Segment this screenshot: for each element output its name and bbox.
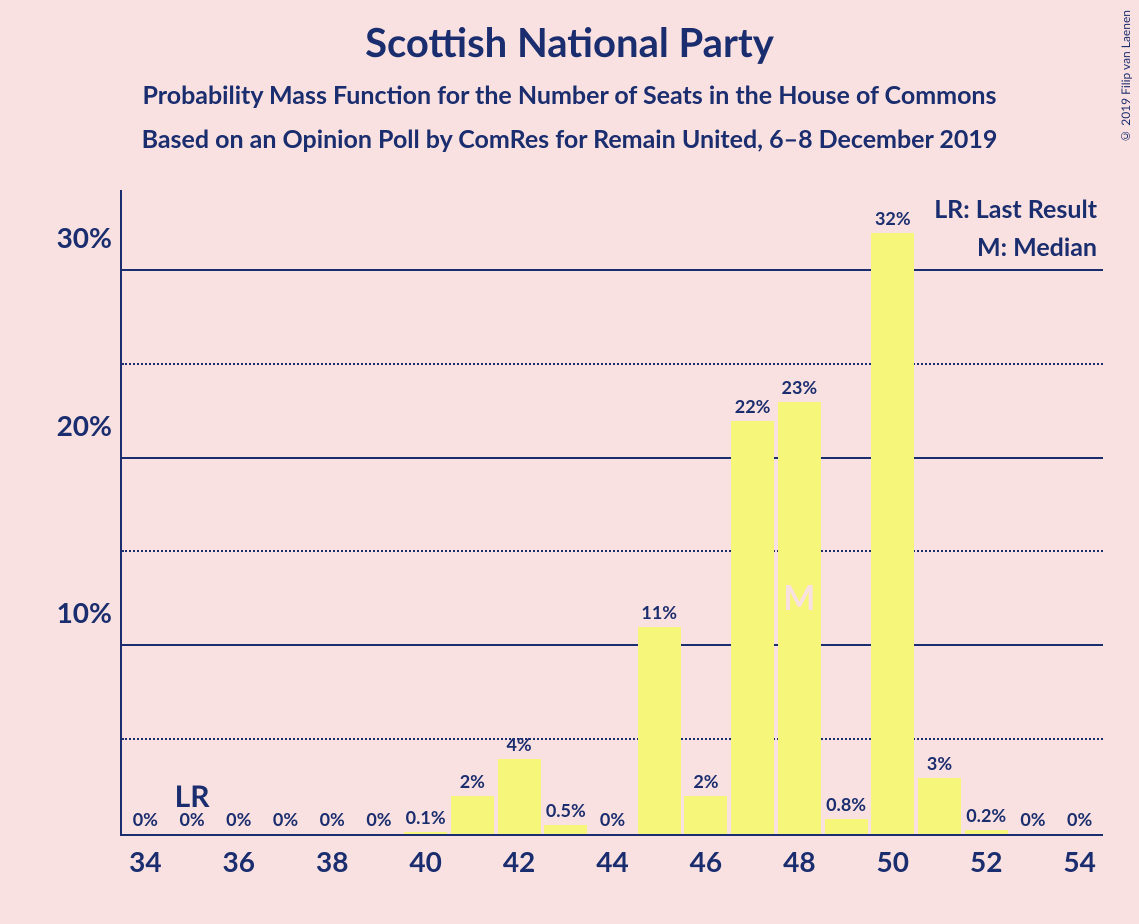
legend: LR: Last Result M: Median: [934, 194, 1097, 270]
bar: 32%: [871, 233, 914, 834]
lr-marker: LR: [175, 778, 210, 814]
bar-value-label: 0%: [600, 808, 625, 830]
bar-value-label: 0%: [273, 808, 298, 830]
xtick-label: 34: [129, 844, 161, 878]
legend-lr: LR: Last Result: [934, 194, 1097, 224]
xtick-label: 48: [783, 844, 815, 878]
xtick-label: 44: [596, 844, 628, 878]
gridline-minor: [122, 738, 1103, 740]
bar: 22%: [731, 421, 774, 834]
bar: 2%: [684, 796, 727, 834]
bar-value-label: 2%: [460, 770, 485, 792]
xtick-label: 36: [223, 844, 255, 878]
copyright-text: © 2019 Filip van Laenen: [1118, 10, 1133, 144]
bar: 4%: [498, 759, 541, 834]
chart-subtitle-2: Based on an Opinion Poll by ComRes for R…: [0, 124, 1139, 154]
legend-m: M: Median: [934, 232, 1097, 262]
bar: 11%: [638, 627, 681, 834]
gridline-major: [122, 644, 1103, 646]
bar-value-label: 2%: [693, 770, 718, 792]
bar: 0.5%: [544, 825, 587, 834]
ytick-label: 30%: [57, 220, 112, 254]
gridline-minor: [122, 550, 1103, 552]
bar-value-label: 23%: [782, 376, 818, 398]
bar-value-label: 3%: [927, 752, 952, 774]
gridline-major: [122, 269, 1103, 271]
bar-value-label: 4%: [506, 733, 531, 755]
xtick-label: 38: [316, 844, 348, 878]
bar-value-label: 22%: [735, 395, 771, 417]
plot-area: LR: Last Result M: Median 10%20%30%34363…: [120, 190, 1103, 836]
xtick-label: 40: [409, 844, 441, 878]
xtick-label: 52: [970, 844, 1002, 878]
gridline-minor: [122, 363, 1103, 365]
chart-title: Scottish National Party: [0, 0, 1139, 66]
bar-value-label: 0%: [1067, 808, 1092, 830]
bar: 0.8%: [825, 819, 868, 834]
ytick-label: 20%: [57, 408, 112, 442]
bar-value-label: 0%: [320, 808, 345, 830]
ytick-label: 10%: [57, 595, 112, 629]
bar-value-label: 0%: [1020, 808, 1045, 830]
bar-value-label: 0.1%: [406, 806, 446, 828]
bar-value-label: 0%: [133, 808, 158, 830]
bar-value-label: 0.8%: [826, 793, 866, 815]
xtick-label: 46: [690, 844, 722, 878]
bar-value-label: 0%: [226, 808, 251, 830]
bar-value-label: 0.2%: [966, 804, 1006, 826]
bar: 0.1%: [404, 832, 447, 834]
xtick-label: 54: [1063, 844, 1095, 878]
bar-value-label: 32%: [875, 207, 911, 229]
bar-value-label: 11%: [641, 601, 677, 623]
bar-value-label: 0.5%: [546, 799, 586, 821]
chart-subtitle-1: Probability Mass Function for the Number…: [0, 80, 1139, 110]
xtick-label: 50: [877, 844, 909, 878]
bar: 3%: [918, 778, 961, 834]
bar: 0.2%: [965, 830, 1008, 834]
median-marker: M: [783, 577, 815, 618]
bar-value-label: 0%: [366, 808, 391, 830]
gridline-major: [122, 457, 1103, 459]
chart-container: LR: Last Result M: Median 10% 20% 30% 34 36 3…: [36, 190, 1103, 896]
bar: 2%: [451, 796, 494, 834]
xtick-label: 42: [503, 844, 535, 878]
